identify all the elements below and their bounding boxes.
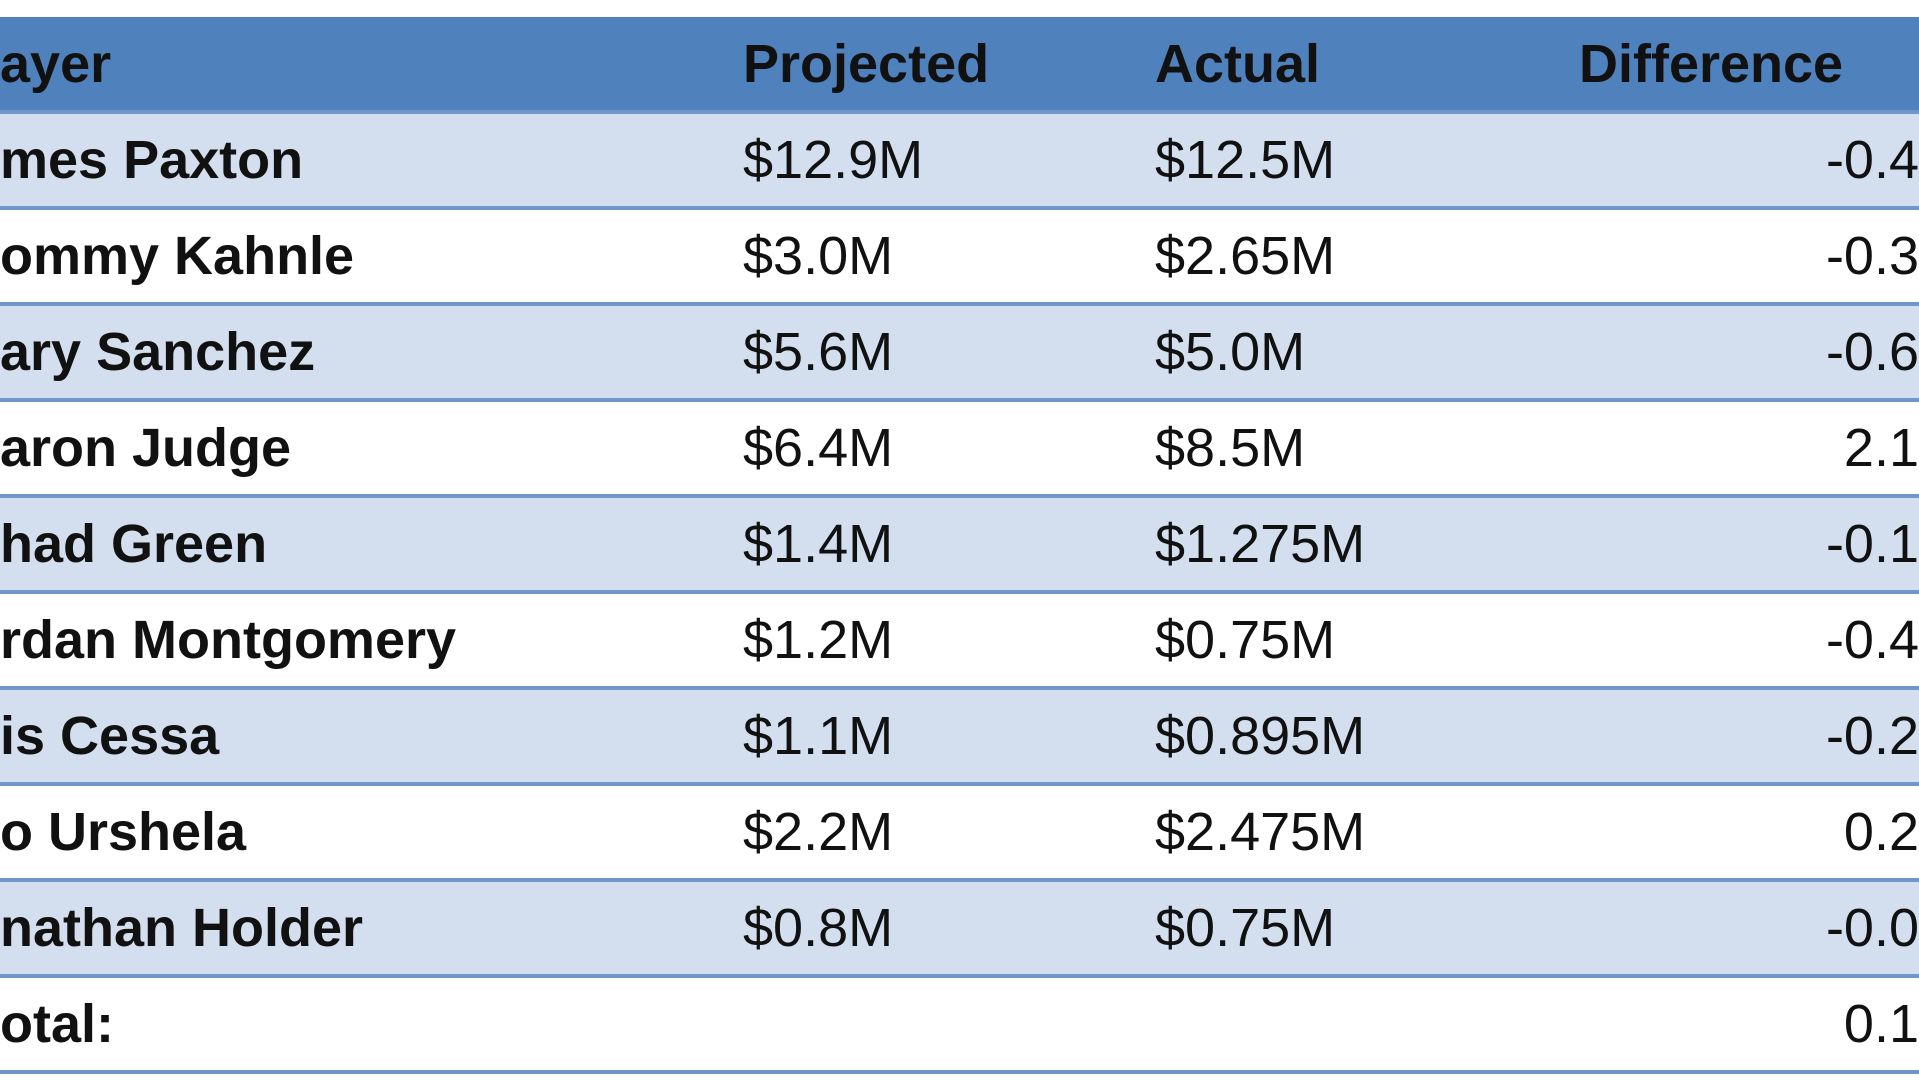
cell: Projected xyxy=(743,33,990,94)
cell: $0.75M xyxy=(1155,898,1336,958)
cell: o Urshela xyxy=(0,802,247,862)
cell: 0.1 xyxy=(1843,994,1919,1054)
cell: $1.4M xyxy=(743,514,894,574)
cell: -0.4 xyxy=(1825,130,1919,190)
cell: $12.9M xyxy=(743,130,924,190)
cell: $5.6M xyxy=(743,322,894,382)
cell: aron Judge xyxy=(0,418,292,478)
cell: $0.8M xyxy=(743,898,894,958)
cell: had Green xyxy=(0,514,268,574)
table-row: is Cessa $1.1M $0.895M -0.2 xyxy=(0,690,1919,786)
cell: ommy Kahnle xyxy=(0,226,355,286)
cell: nathan Holder xyxy=(0,898,364,958)
cell: 0.2 xyxy=(1843,802,1919,862)
table-row: had Green $1.4M $1.275M -0.1 xyxy=(0,498,1919,594)
cell: mes Paxton xyxy=(0,130,304,190)
cell: -0.2 xyxy=(1825,706,1919,766)
cell: ayer xyxy=(0,33,112,94)
cell: $1.2M xyxy=(743,610,894,670)
cell: $0.895M xyxy=(1155,706,1366,766)
cell: otal: xyxy=(0,994,114,1054)
cell: $0.75M xyxy=(1155,610,1336,670)
cell: -0.4 xyxy=(1825,610,1919,670)
table-row: mes Paxton $12.9M $12.5M -0.4 xyxy=(0,114,1919,210)
cell: $1.275M xyxy=(1155,514,1366,574)
table-row: o Urshela $2.2M $2.475M 0.2 xyxy=(0,786,1919,882)
table-row: rdan Montgomery $1.2M $0.75M -0.4 xyxy=(0,594,1919,690)
cell: $2.65M xyxy=(1155,226,1336,286)
cell: 2.1 xyxy=(1843,418,1919,478)
cell: Actual xyxy=(1155,33,1321,94)
cell: -0.0 xyxy=(1825,898,1919,958)
cell: $5.0M xyxy=(1155,322,1306,382)
cell: $3.0M xyxy=(743,226,894,286)
header-cell: Difference xyxy=(1579,33,1844,94)
cell: $8.5M xyxy=(1155,418,1306,478)
cell: $2.475M xyxy=(1155,802,1366,862)
table-row: nathan Holder $0.8M $0.75M -0.0 xyxy=(0,882,1919,978)
cell: -0.3 xyxy=(1825,226,1919,286)
table-row: aron Judge $6.4M $8.5M 2.1 xyxy=(0,402,1919,498)
table-row: ayer Projected Actual Difference xyxy=(0,17,1919,114)
cell: rdan Montgomery xyxy=(0,610,457,670)
cell: $12.5M xyxy=(1155,130,1336,190)
table-row: otal: 0.1 xyxy=(0,978,1919,1074)
cell: $2.2M xyxy=(743,802,894,862)
cell: ary Sanchez xyxy=(0,322,316,382)
table-row: ommy Kahnle $3.0M $2.65M -0.3 xyxy=(0,210,1919,306)
cell: is Cessa xyxy=(0,706,220,766)
cell: $1.1M xyxy=(743,706,894,766)
cell: $6.4M xyxy=(743,418,894,478)
cell: -0.1 xyxy=(1825,514,1919,574)
cell: -0.6 xyxy=(1825,322,1919,382)
table-row: ary Sanchez $5.6M $5.0M -0.6 xyxy=(0,306,1919,402)
